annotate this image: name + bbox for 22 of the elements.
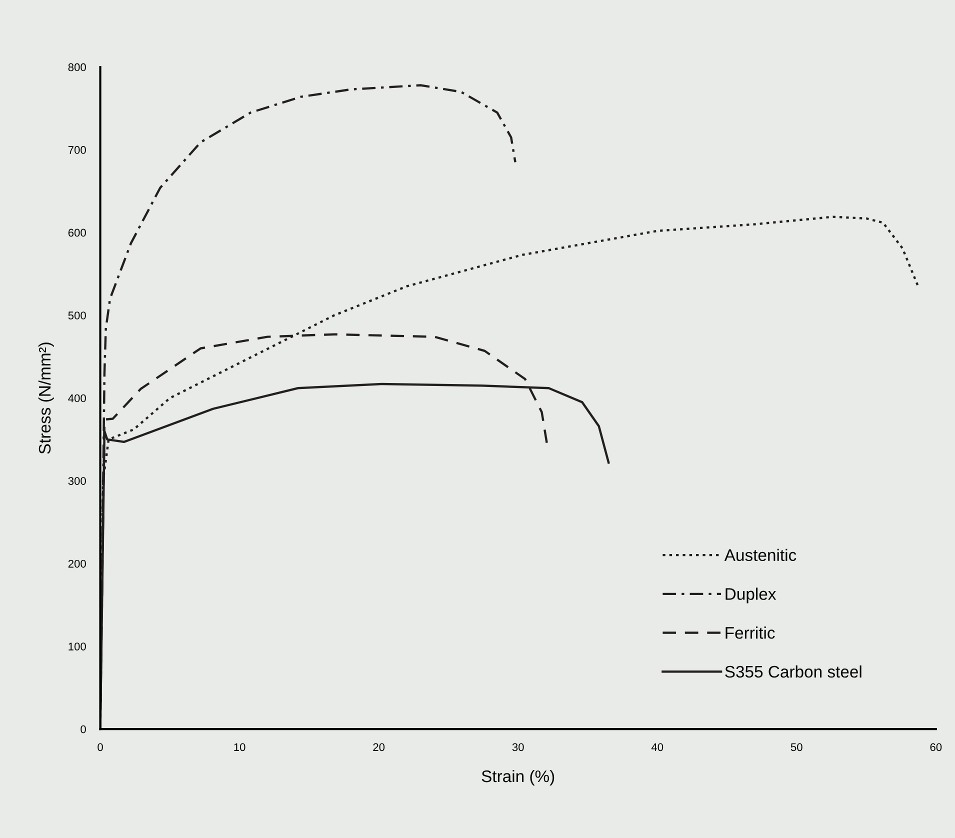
- x-tick-label: 0: [98, 743, 103, 752]
- x-axis-title: Strain (%): [482, 770, 554, 786]
- y-tick-label: 400: [68, 394, 86, 402]
- y-tick-label: 300: [68, 477, 86, 485]
- x-tick-label: 40: [651, 743, 664, 752]
- legend-label: Ferritic: [726, 626, 775, 639]
- y-tick-label: 200: [68, 560, 86, 568]
- legend-label: Duplex: [726, 588, 776, 604]
- x-tick-label: 10: [234, 743, 246, 752]
- y-tick-label: 0: [80, 725, 86, 734]
- x-tick-label: 30: [512, 743, 524, 752]
- y-tick-label: 600: [68, 228, 86, 237]
- x-tick-label: 50: [790, 743, 802, 752]
- x-tick-label: 20: [373, 743, 385, 752]
- y-tick-label: 800: [68, 63, 86, 72]
- legend-label: S355 Carbon steel: [725, 665, 862, 678]
- y-axis-title: Stress (N/mm²): [38, 342, 54, 454]
- y-tick-label: 500: [68, 312, 86, 320]
- legend-label: Austenitic: [724, 548, 796, 562]
- x-tick-label: 60: [930, 743, 942, 752]
- y-tick-label: 700: [68, 146, 86, 154]
- y-tick-label: 100: [68, 642, 86, 650]
